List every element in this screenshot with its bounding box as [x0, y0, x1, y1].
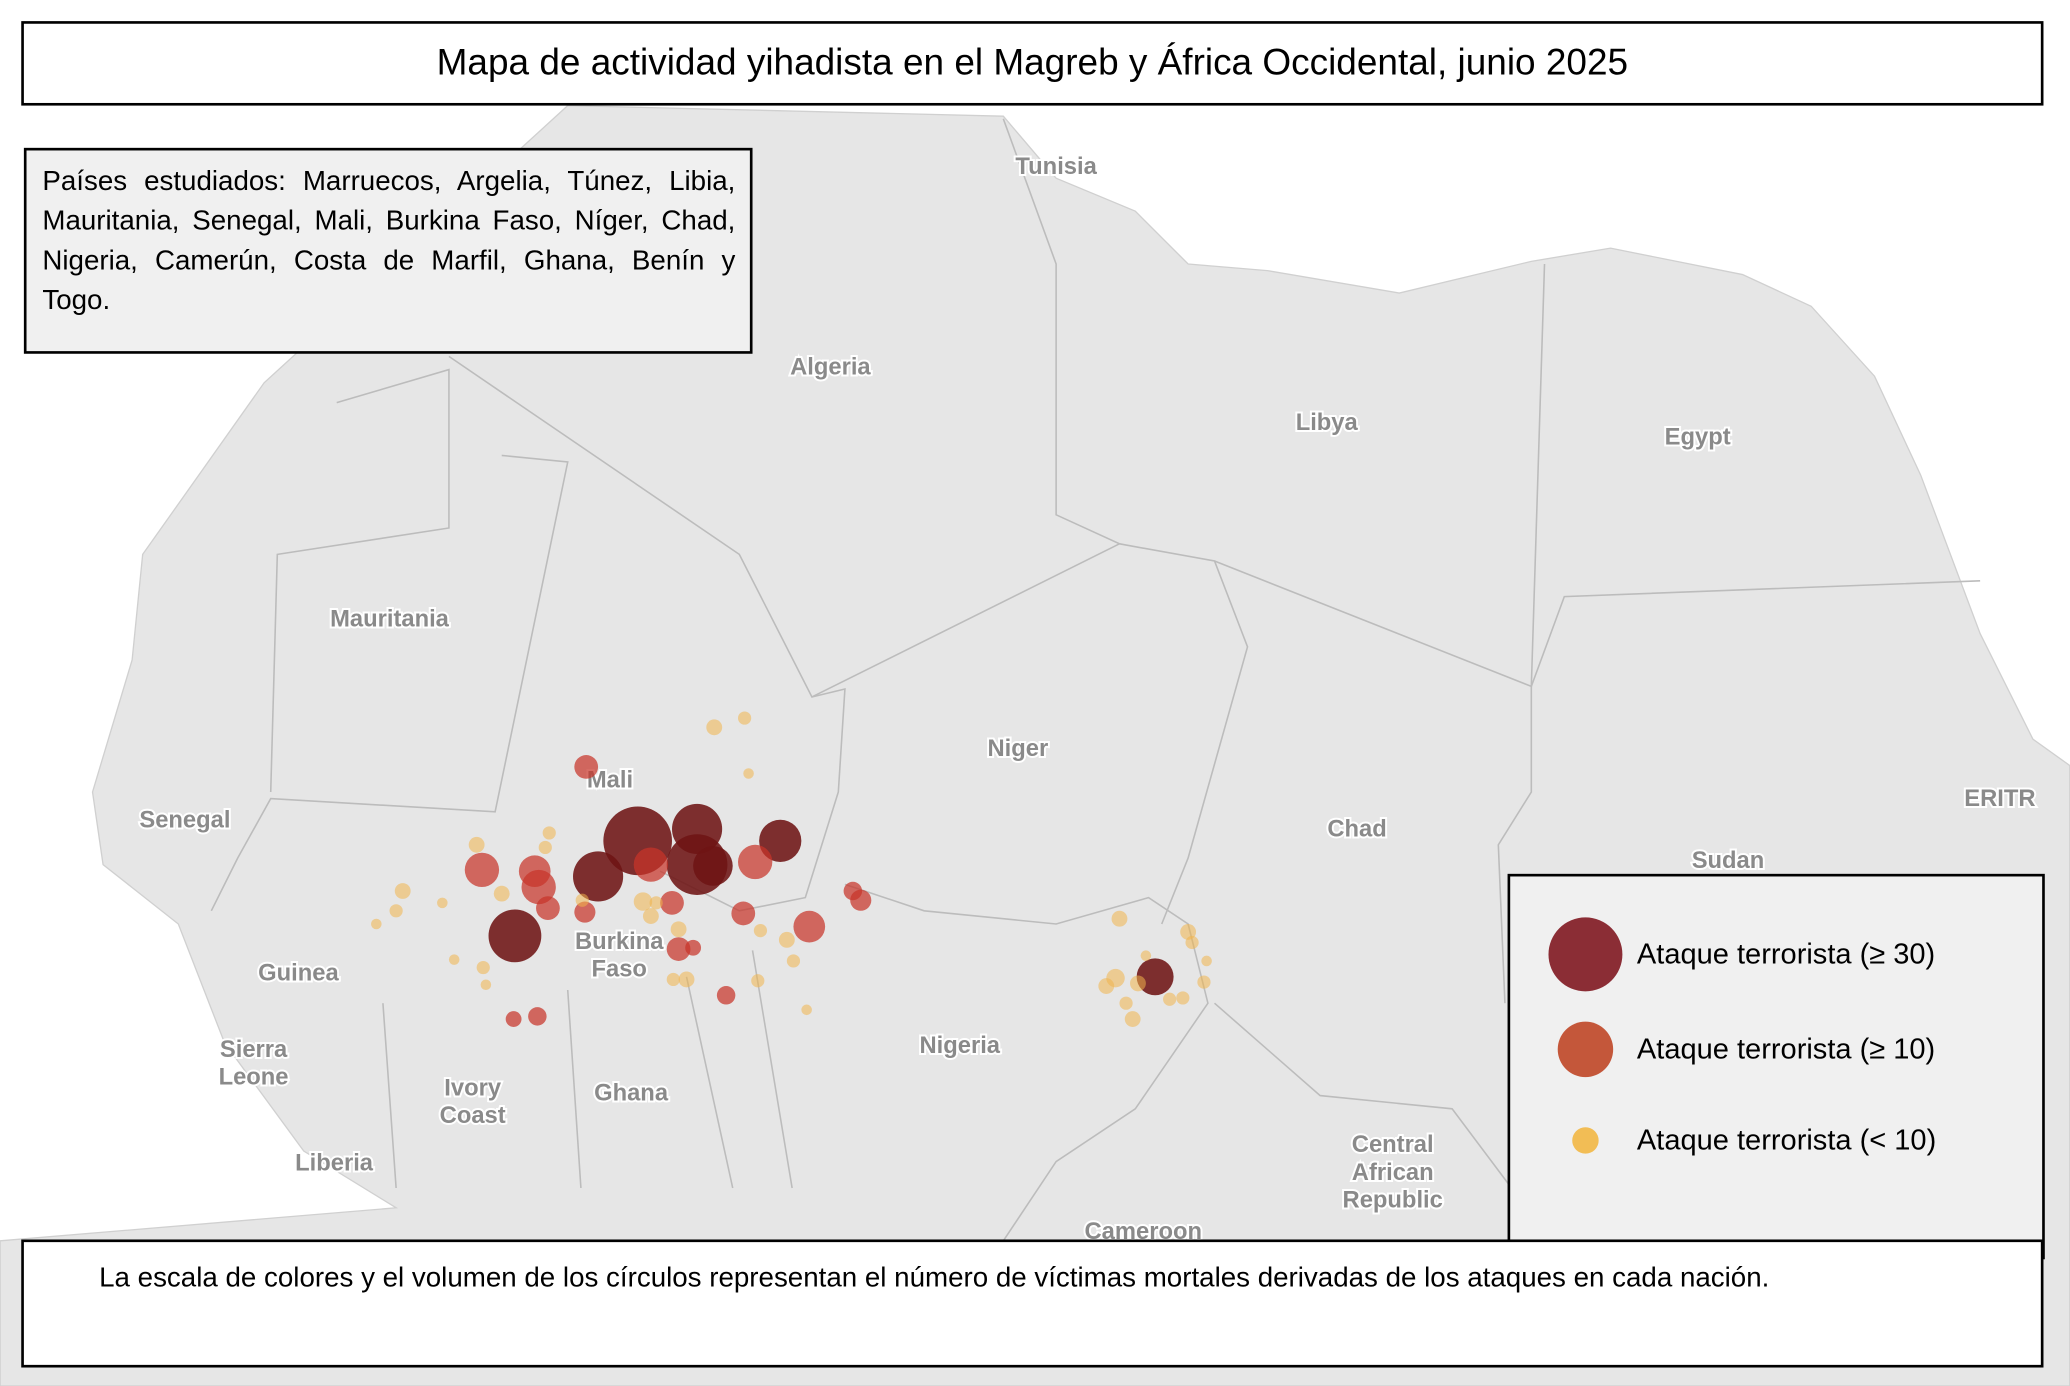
attack-dot	[666, 937, 691, 961]
attack-dot	[633, 892, 653, 911]
attack-dot	[1111, 910, 1128, 927]
country-label: Chad	[1327, 816, 1386, 843]
country-label: Liberia	[295, 1150, 374, 1177]
legend-swatch-small	[1572, 1127, 1599, 1154]
country-label: Niger	[987, 735, 1048, 762]
attack-dot	[738, 711, 752, 725]
attack-dot	[1163, 992, 1177, 1006]
attack-dot	[649, 896, 663, 910]
attack-dot	[488, 909, 542, 963]
attack-dot	[476, 960, 490, 975]
attack-dot	[371, 918, 382, 930]
country-label: Leone	[219, 1064, 289, 1091]
country-label: Burkina	[575, 928, 664, 955]
attack-dot	[1185, 935, 1199, 950]
country-label: Senegal	[139, 806, 230, 833]
legend-label: Ataque terrorista (< 10)	[1637, 1124, 1936, 1156]
attack-dot	[1106, 968, 1125, 988]
country-label: Ghana	[594, 1080, 669, 1107]
attack-dot	[1119, 996, 1133, 1010]
country-label: ERITR	[1964, 785, 2035, 812]
attack-dot	[521, 869, 556, 905]
attack-dot	[743, 768, 754, 779]
map-title: Mapa de actividad yihadista en el Magreb…	[437, 41, 1628, 82]
attack-dots	[371, 711, 1212, 1027]
country-label: Sudan	[1692, 847, 1765, 874]
attack-dot	[575, 893, 589, 907]
attack-dot	[660, 891, 684, 915]
attack-dot	[394, 883, 411, 899]
country-label: Mauritania	[330, 606, 450, 633]
attack-dot	[670, 921, 687, 938]
attack-dot	[468, 836, 485, 853]
attack-dot	[786, 954, 801, 968]
attack-dot	[448, 954, 460, 965]
legend-label: Ataque terrorista (≥ 30)	[1637, 938, 1935, 970]
attack-dot	[759, 819, 802, 862]
country-label: Libya	[1296, 409, 1359, 436]
title-box	[21, 21, 2044, 106]
attack-dot	[1130, 975, 1146, 992]
attack-dot	[685, 939, 702, 956]
attack-dot	[751, 974, 765, 988]
country-label: Ivory	[444, 1074, 502, 1101]
attack-dot	[678, 971, 695, 988]
country-label: Coast	[440, 1102, 506, 1129]
country-label: African	[1352, 1159, 1434, 1186]
attack-dot	[1124, 1011, 1141, 1027]
attack-dot	[505, 1011, 522, 1027]
attack-dot	[542, 826, 556, 840]
attack-dot	[480, 979, 492, 990]
footer-box	[21, 1239, 2044, 1368]
note-wrap: Países estudiados: Marruecos, Argelia, T…	[42, 166, 736, 316]
country-label: Sierra	[220, 1036, 288, 1063]
attack-dot	[778, 931, 795, 948]
country-label: Tunisia	[1015, 153, 1097, 180]
attack-dot	[389, 904, 403, 918]
attack-dot	[633, 847, 669, 882]
attack-dot	[574, 755, 599, 779]
attack-dot	[1136, 958, 1174, 996]
note-text: Países estudiados: Marruecos, Argelia, T…	[42, 166, 736, 316]
attack-dot	[738, 844, 773, 880]
attack-dot	[793, 910, 826, 943]
attack-dot	[642, 908, 659, 924]
attack-dot	[693, 846, 733, 886]
legend-swatch-medium	[1557, 1021, 1614, 1078]
country-label: Guinea	[258, 959, 339, 986]
footer-text: La escala de colores y el volumen de los…	[99, 1261, 1769, 1292]
attack-dot	[731, 901, 756, 926]
attack-dot	[536, 896, 560, 921]
attack-dot	[666, 972, 680, 987]
country-label: Algeria	[790, 354, 871, 381]
attack-dot	[706, 719, 723, 736]
country-label: Nigeria	[919, 1032, 1000, 1059]
map-labels: TunisiaAlgeriaLibyaEgyptMauritaniaNigerM…	[137, 151, 2037, 1247]
attack-dot	[843, 881, 863, 901]
attack-dot	[574, 901, 596, 923]
legend-label: Ataque terrorista (≥ 10)	[1637, 1033, 1935, 1065]
attack-dot	[1176, 991, 1190, 1005]
attack-dot	[437, 897, 448, 909]
attack-dot	[1201, 955, 1212, 967]
attack-dot	[538, 840, 552, 855]
attack-dot	[801, 1004, 812, 1016]
legend-swatch-large	[1548, 917, 1623, 992]
attack-dot	[753, 924, 768, 938]
attack-dot	[528, 1007, 547, 1026]
country-label: Central	[1352, 1131, 1434, 1158]
attack-dot	[1140, 950, 1152, 961]
attack-dot	[493, 885, 510, 902]
country-label: Republic	[1343, 1186, 1443, 1213]
country-label: Egypt	[1665, 424, 1731, 451]
attack-dot	[573, 851, 624, 902]
note-box	[23, 147, 753, 354]
attack-dot	[716, 986, 736, 1005]
borders	[210, 118, 1981, 1242]
attack-dot	[464, 852, 500, 888]
country-label: Faso	[591, 955, 646, 982]
attack-dot	[1197, 975, 1211, 989]
